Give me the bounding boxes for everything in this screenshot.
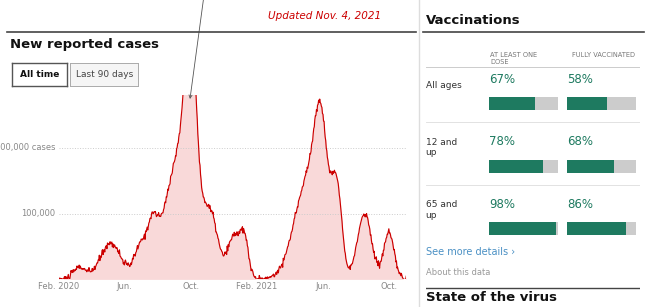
Bar xyxy=(489,97,535,110)
Bar xyxy=(489,160,558,173)
Bar xyxy=(567,222,627,235)
Text: Vaccinations: Vaccinations xyxy=(426,14,521,27)
Text: 98%: 98% xyxy=(489,198,515,211)
Bar xyxy=(567,97,607,110)
Text: 65 and
up: 65 and up xyxy=(426,200,457,220)
Text: 68%: 68% xyxy=(567,135,593,148)
Text: 58%: 58% xyxy=(567,72,593,86)
Text: 100,000: 100,000 xyxy=(21,209,55,218)
Text: 200,000 cases: 200,000 cases xyxy=(0,143,55,152)
Text: About this data: About this data xyxy=(426,268,490,277)
Text: New reported cases: New reported cases xyxy=(10,38,159,51)
Text: 78%: 78% xyxy=(489,135,515,148)
Bar xyxy=(489,160,543,173)
Text: Last 90 days: Last 90 days xyxy=(75,70,133,79)
Bar xyxy=(489,222,558,235)
Text: 12 and
up: 12 and up xyxy=(426,138,457,157)
Bar xyxy=(489,97,558,110)
Bar xyxy=(567,160,614,173)
Bar xyxy=(567,97,636,110)
Text: State of the virus: State of the virus xyxy=(426,290,557,304)
Text: AT LEAST ONE
DOSE: AT LEAST ONE DOSE xyxy=(490,52,537,65)
Text: FULLY VACCINATED: FULLY VACCINATED xyxy=(571,52,634,58)
Text: 86%: 86% xyxy=(567,198,593,211)
Text: See more details ›: See more details › xyxy=(426,247,515,257)
Text: All time: All time xyxy=(20,70,59,79)
Bar xyxy=(567,160,636,173)
Text: Updated Nov. 4, 2021: Updated Nov. 4, 2021 xyxy=(268,11,382,21)
Text: 7-day
average: 7-day average xyxy=(189,0,224,98)
Bar xyxy=(567,222,636,235)
Text: All ages: All ages xyxy=(426,80,461,90)
Bar xyxy=(489,222,556,235)
Text: 67%: 67% xyxy=(489,72,515,86)
